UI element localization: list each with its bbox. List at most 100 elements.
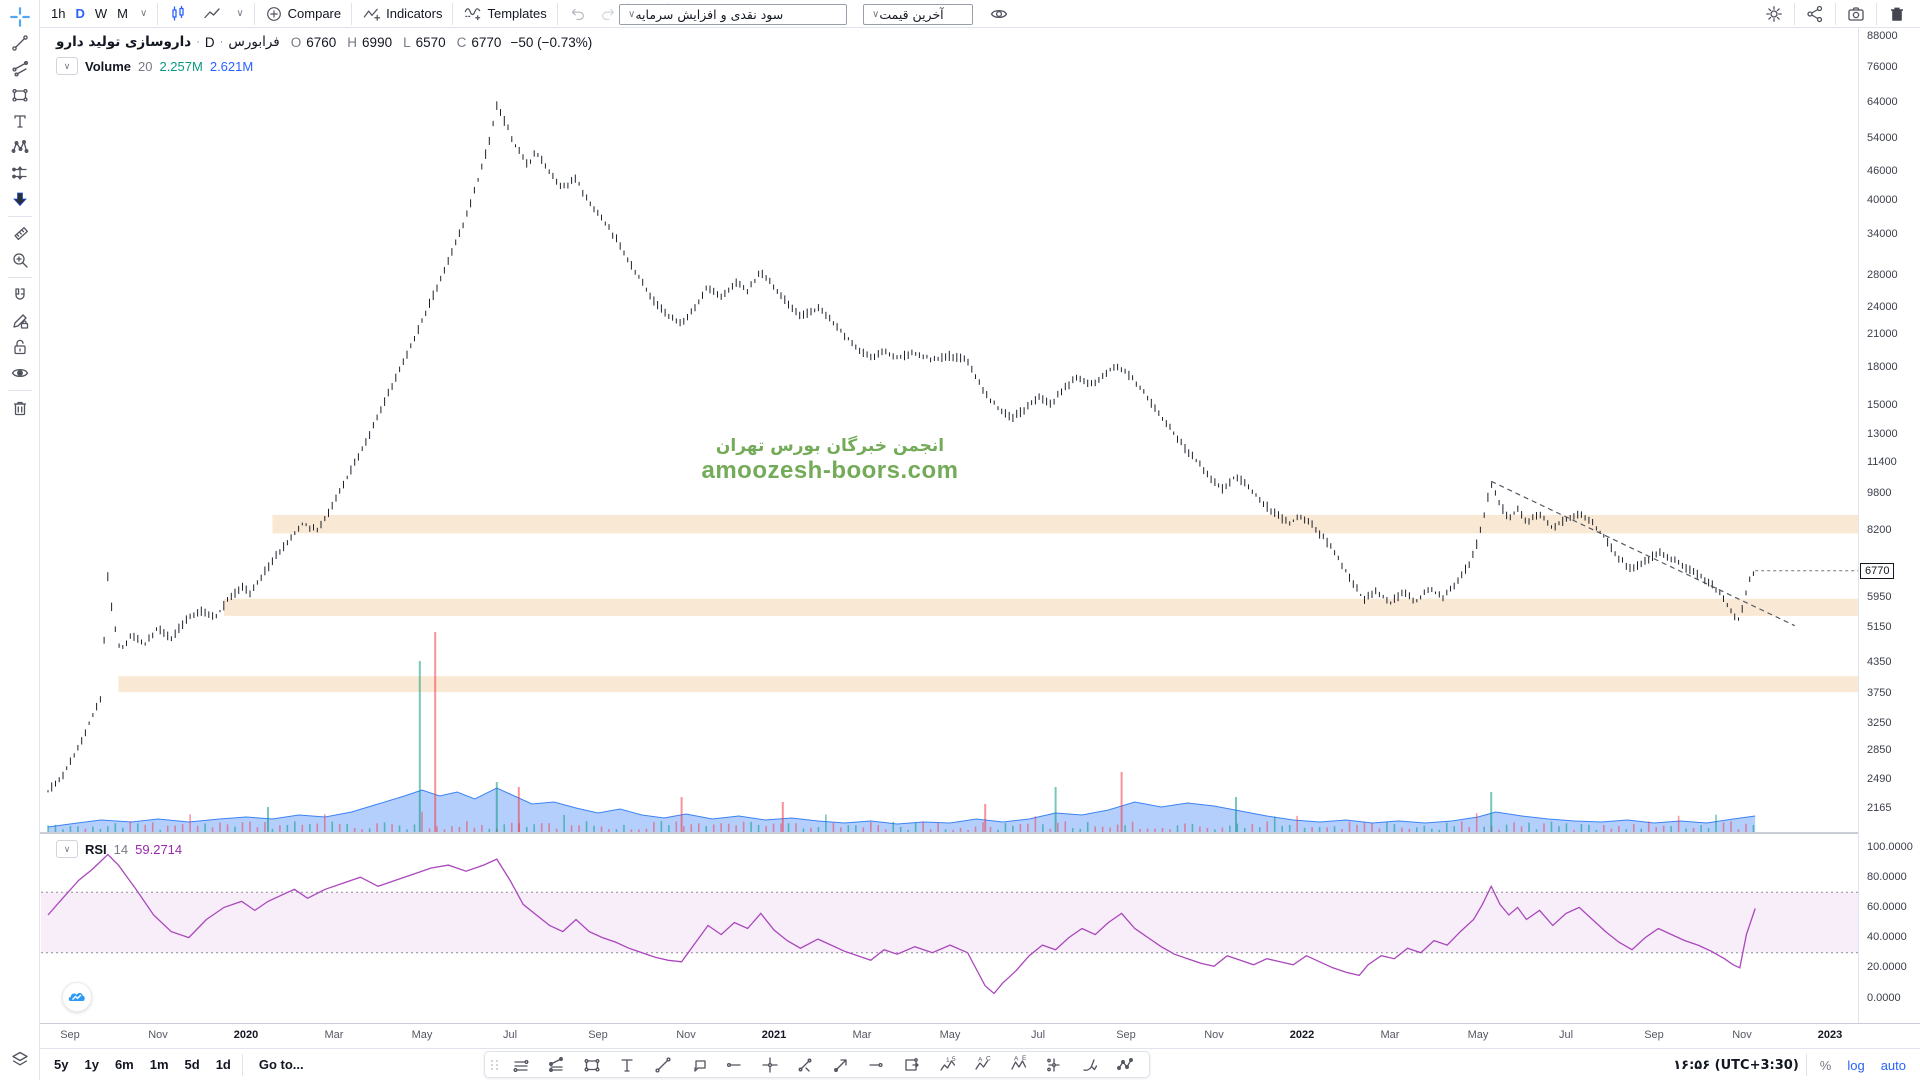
trend-line-tool-button[interactable] [3,30,37,56]
favorite-vertical-line-button[interactable] [1036,1052,1072,1077]
projection-icon [11,166,27,180]
toolbar-separator [1835,3,1836,25]
snapshot-button[interactable] [1839,2,1873,26]
magnet-mode-button[interactable] [3,282,37,308]
price-axis[interactable]: 88000 76000 64000 54000 46000 40000 34000 28000… [1858,28,1920,1023]
chart-style-menu-button[interactable]: ∨ [236,8,244,19]
indicators-button[interactable]: Indicators [355,2,449,26]
zoom-in-tool-button[interactable] [3,247,37,273]
undo-button[interactable] [561,2,593,26]
toolbar-separator [1794,3,1795,25]
favorite-cypher-pattern-button[interactable] [1108,1052,1144,1077]
chevron-down-icon: ∨ [872,9,880,20]
rsi-collapse-button[interactable]: ∨ [56,840,78,858]
price-axis-label: 8200 [1867,524,1892,537]
favorite-horizontal-ray-button[interactable] [716,1052,752,1077]
gann-tools-button[interactable] [3,56,37,82]
range-button-6m[interactable]: 6m [114,1057,134,1072]
icons-tool-button[interactable] [3,186,37,212]
time-axis[interactable]: Sep Nov 2020 Mar May Jul Sep Nov 2021 Mar May Jul Se… [40,1024,1920,1048]
compare-button[interactable]: Compare [258,2,348,26]
price-axis-label: 3250 [1867,717,1892,730]
redo-button[interactable] [593,2,625,26]
favorite-trend-line-button[interactable] [645,1052,681,1077]
chart-style-button[interactable] [161,2,195,26]
percent-scale-button[interactable]: % [1819,1057,1832,1073]
clock-label[interactable]: ۱۶:۵۶ (UTC+3:30) [1673,1057,1799,1073]
favorite-parallel-channel-button[interactable] [503,1052,539,1077]
high-value: 6990 [362,34,393,50]
favorite-pitchfork-button[interactable] [539,1052,575,1077]
interval-button-m[interactable]: M [117,6,128,21]
lock-drawings-button[interactable] [3,334,37,360]
shapes-tool-button[interactable] [3,82,37,108]
svg-text:1: 1 [946,1057,950,1064]
range-button-1d[interactable]: 1d [215,1057,231,1072]
auto-scale-button[interactable]: auto [1880,1057,1906,1073]
rsi-legend-row: ∨ RSI 14 59.2714 [56,840,182,858]
adjustments-dropdown[interactable]: ∨ سود نقدی و افزایش سرمایه [619,4,847,25]
favorite-rectangle-button[interactable] [574,1052,610,1077]
toolbar-separator [157,2,159,25]
text-tool-button[interactable] [3,108,37,134]
legend-ohlc-row[interactable]: داروسازی تولید دارو · D · فرابورس O 6760 … [56,34,592,50]
templates-button[interactable]: Templates [456,2,553,26]
range-button-5d[interactable]: 5d [184,1057,200,1072]
layers-icon [11,1051,28,1066]
favorite-brush-button[interactable] [1072,1052,1108,1077]
last-price-dropdown[interactable]: ∨ آخرین قیمت [863,4,973,25]
toolbar-separator [241,1053,243,1076]
interval-button-w[interactable]: W [94,6,108,21]
line-style-icon [204,7,220,18]
change-value: −50 (−0.73%) [510,34,593,50]
unlock-icon [13,339,26,355]
arrow-marker-icon [833,1058,847,1072]
favorite-price-range-button[interactable] [894,1052,930,1077]
hide-drawings-button[interactable] [3,360,37,386]
favorite-text-button[interactable] [610,1052,646,1077]
price-range-icon [905,1057,919,1071]
crosshair-tool-button[interactable] [3,4,37,30]
interval-button-1h[interactable]: 1h [51,6,66,21]
favorites-drag-handle[interactable] [491,1059,499,1070]
goto-button[interactable]: Go to... [258,1057,304,1072]
rectangle-icon [584,1058,600,1071]
low-value: 6570 [415,34,446,50]
bottom-right-group: ۱۶:۵۶ (UTC+3:30) % log auto [1673,1049,1912,1080]
favorite-callout-button[interactable] [681,1052,717,1077]
favorite-extended-line-button[interactable] [859,1052,895,1077]
log-scale-button[interactable]: log [1847,1057,1865,1073]
object-tree-button[interactable] [3,1046,37,1072]
interval-button-d[interactable]: D [75,6,85,21]
drawing-mode-button[interactable] [3,308,37,334]
range-button-1y[interactable]: 1y [84,1057,99,1072]
share-button[interactable] [1798,2,1832,26]
magnet-icon [14,288,25,300]
interval-group: 1h D W M [40,2,133,26]
watch-button[interactable] [982,2,1016,26]
line-style-button[interactable] [195,2,229,26]
projection-tool-button[interactable] [3,160,37,186]
range-button-5y[interactable]: 5y [54,1057,69,1072]
range-button-1m[interactable]: 1m [149,1057,169,1072]
favorite-cross-line-button[interactable] [752,1052,788,1077]
favorite-info-line-button[interactable] [788,1052,824,1077]
settings-button[interactable] [1757,2,1791,26]
chevron-down-icon: ∨ [628,9,636,20]
volume-collapse-button[interactable]: ∨ [56,57,78,75]
interval-menu-button[interactable]: ∨ [139,8,148,19]
measure-tool-button[interactable] [3,221,37,247]
delete-button[interactable] [1880,2,1914,26]
patterns-tool-button[interactable] [3,134,37,160]
favorite-arrow-button[interactable] [823,1052,859,1077]
remove-drawings-button[interactable] [3,395,37,421]
broker-logo-badge[interactable] [62,982,92,1012]
redo-icon [601,8,614,20]
toolbar-separator [351,2,353,25]
